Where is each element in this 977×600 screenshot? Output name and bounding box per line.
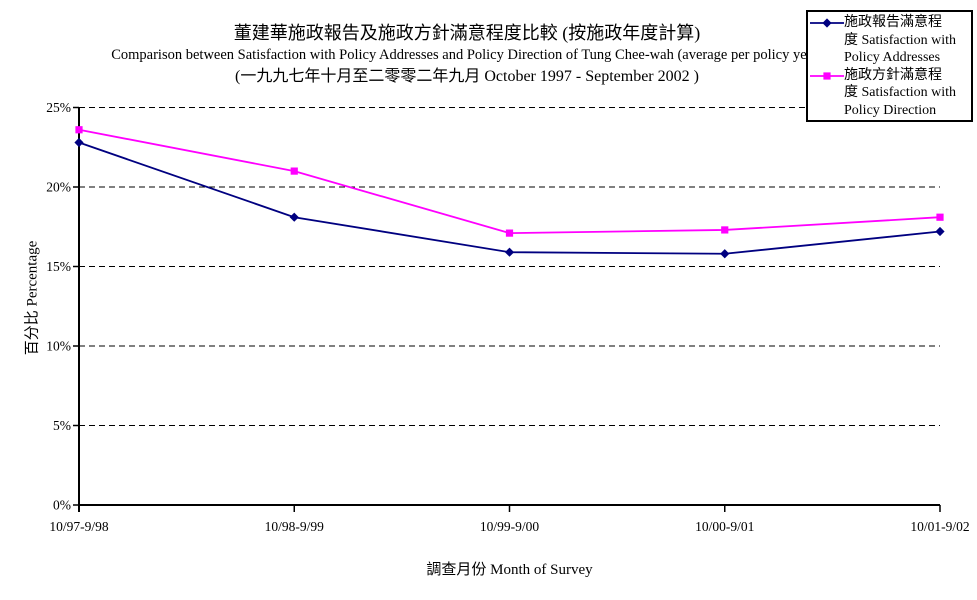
y-tick-label: 15% — [46, 259, 71, 274]
legend-diamond-swatch-icon — [810, 18, 844, 28]
data-point — [504, 247, 515, 257]
legend-label-line: Policy Direction — [844, 102, 937, 118]
y-tick-label: 10% — [46, 339, 71, 354]
y-tick-label: 5% — [53, 418, 71, 433]
x-tick-label: 10/99-9/00 — [480, 519, 539, 534]
data-point — [936, 213, 944, 221]
x-tick-label: 10/00-9/01 — [695, 519, 754, 534]
data-point — [74, 137, 84, 148]
y-axis-title: 百分比 Percentage — [24, 240, 41, 356]
legend-marker-diamond-icon — [822, 18, 832, 28]
legend-label-line: Policy Addresses — [844, 50, 941, 65]
legend-label-line: 度 Satisfaction with — [844, 32, 956, 48]
chart-title-chinese: 董建華施政報告及施政方針滿意程度比較 (按施政年度計算) — [233, 23, 701, 43]
y-tick-label: 20% — [46, 180, 71, 195]
legend-label-line: 施政報告滿意程 — [844, 15, 942, 30]
chart-title-english: Comparison between Satisfaction with Pol… — [111, 47, 823, 63]
data-point — [75, 126, 83, 134]
x-tick-label: 10/97-9/98 — [49, 519, 108, 534]
x-tick-label: 10/01-9/02 — [910, 519, 969, 534]
legend-entry-text: 施政方針滿意程 度 Satisfaction with Policy Direc… — [844, 67, 956, 120]
data-point — [721, 226, 729, 234]
legend: 施政報告滿意程 度 Satisfaction with Policy Addre… — [806, 10, 973, 122]
series-line-policy-direction — [78, 128, 941, 235]
y-tick-label: 0% — [53, 498, 71, 513]
legend-square-swatch-icon — [810, 71, 844, 80]
series-line-policy-addresses — [78, 141, 941, 255]
legend-label-line: 度 Satisfaction with — [844, 85, 956, 100]
chart-title: 董建華施政報告及施政方針滿意程度比較 (按施政年度計算) Comparison … — [0, 22, 934, 88]
x-tick-label: 10/98-9/99 — [265, 519, 324, 534]
legend-entry-policy-addresses: 施政報告滿意程 度 Satisfaction with Policy Addre… — [810, 14, 971, 67]
y-tick-label: 25% — [46, 100, 71, 115]
legend-label-line: 施政方針滿意程 — [844, 67, 942, 83]
legend-entry-policy-direction: 施政方針滿意程 度 Satisfaction with Policy Direc… — [810, 67, 971, 120]
legend-entry-text: 施政報告滿意程 度 Satisfaction with Policy Addre… — [844, 14, 956, 67]
x-axis-title: 調查月份 Month of Survey — [426, 562, 593, 578]
legend-marker-square-icon — [823, 71, 831, 80]
data-point — [289, 212, 299, 222]
chart-title-period: (一九九七年十月至二零零二年九月 October 1997 - Septembe… — [235, 68, 699, 85]
data-point — [290, 167, 298, 175]
data-point — [505, 229, 514, 237]
data-point — [720, 249, 730, 259]
data-point — [935, 226, 945, 237]
